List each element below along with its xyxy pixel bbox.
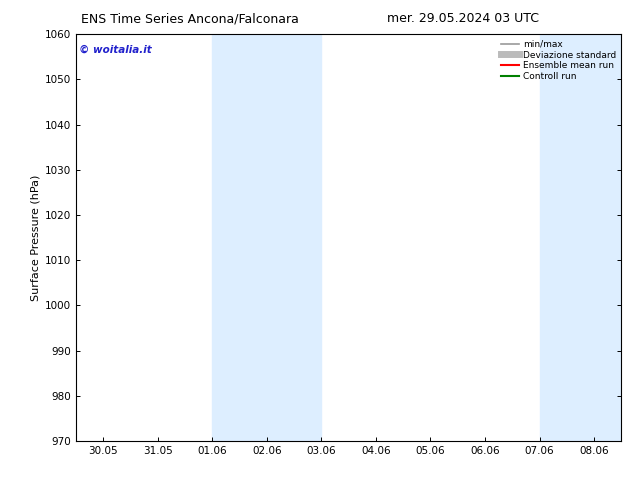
Legend: min/max, Deviazione standard, Ensemble mean run, Controll run: min/max, Deviazione standard, Ensemble m…: [498, 37, 619, 84]
Bar: [212, 34, 321, 441]
Text: mer. 29.05.2024 03 UTC: mer. 29.05.2024 03 UTC: [387, 12, 539, 25]
Bar: [540, 34, 634, 441]
Text: ENS Time Series Ancona/Falconara: ENS Time Series Ancona/Falconara: [81, 12, 299, 25]
Y-axis label: Surface Pressure (hPa): Surface Pressure (hPa): [31, 174, 41, 301]
Text: © woitalia.it: © woitalia.it: [79, 45, 152, 54]
